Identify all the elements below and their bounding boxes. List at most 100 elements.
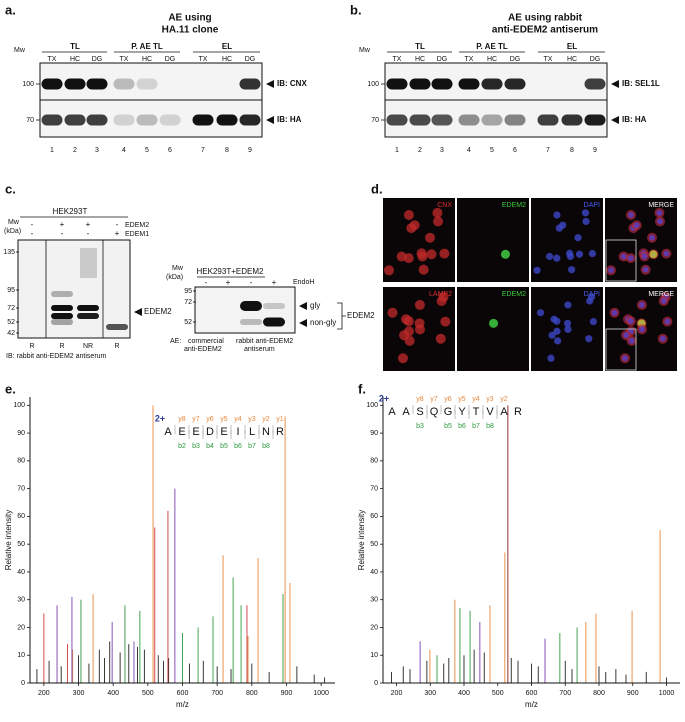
mw-marker: 52 [184,319,192,326]
nucleus [628,337,635,344]
mw-marker: 42 [7,330,15,337]
nucleus [581,209,590,217]
lane-number: 2 [418,147,422,154]
arrow [134,308,142,316]
treatment: EndoH [293,279,314,286]
sign: + [226,278,231,287]
band [263,303,285,309]
mw-marker: 95 [7,287,15,294]
y-tick-label: 10 [17,652,25,659]
nucleus [664,318,671,325]
residue: V [486,406,494,418]
band [458,114,480,126]
lane-number: 1 [395,147,399,154]
nucleus [575,250,584,258]
nucleus [633,222,640,229]
cell-signal [435,333,446,344]
nucleus [620,253,627,260]
band [584,78,606,90]
cell-signal [649,250,658,259]
sign: - [116,220,119,229]
sign: - [61,229,64,238]
channel-label: EDEM2 [502,291,526,298]
y-tick-label: 90 [370,430,378,437]
band [481,114,503,126]
lane-number: 3 [440,147,444,154]
inset [605,328,637,371]
arrow [266,116,274,124]
y-axis-label: Relative intensity [357,510,366,570]
nucleus [568,266,576,274]
lane-number: 8 [225,147,229,154]
nucleus [585,335,593,343]
mw-marker: 95 [184,288,192,295]
mw-label: Mw [14,47,26,54]
sign: + [115,229,120,238]
x-tick-label: 400 [458,690,470,697]
band [240,301,262,311]
x-tick-label: 800 [246,690,258,697]
b-ion: b7 [248,443,256,450]
arrow [266,80,274,88]
ib-label: IB: HA [622,115,647,124]
band [561,114,583,126]
residue: Y [458,406,466,418]
y-ion: y2 [500,396,508,403]
nucleus [533,266,541,274]
y-ion: y4 [234,416,242,423]
mw-label: Mw [172,265,184,272]
nucleus [627,211,634,218]
lane-number: 6 [513,147,517,154]
band [409,78,431,90]
nucleus [660,297,667,304]
x-axis-label: m/z [176,700,189,709]
cell-signal [439,248,450,259]
arrow [299,302,307,310]
antibody: antiserum [244,346,275,353]
cell-signal [433,216,444,227]
nucleus [649,234,656,241]
channel-label: LAMP2 [429,291,452,298]
nucleus [546,252,554,261]
lane-label: HC [70,56,80,63]
band [113,114,135,126]
residue: G [444,406,453,418]
cell-signal [425,232,436,243]
panel-title: AE using rabbit [508,13,583,24]
nucleus [574,234,582,242]
residue: N [262,426,270,438]
nucleus [553,317,561,325]
residue: A [402,406,410,418]
residue: T [473,406,480,418]
band [86,114,108,126]
sign: + [86,220,91,229]
y-tick-label: 0 [374,680,378,687]
residue: E [220,426,227,438]
channel-label: MERGE [648,202,674,209]
nucleus [627,318,634,325]
b-ion: b8 [262,443,270,450]
ib-label: IB: SEL1L [622,79,660,88]
lane-label: HC [415,56,425,63]
nucleus [641,253,648,260]
residue: R [514,406,522,418]
cell-signal [397,353,408,364]
residue: R [276,426,284,438]
y-tick-label: 0 [21,680,25,687]
lane-number: 5 [145,147,149,154]
y-tick-label: 10 [370,652,378,659]
group-label: P. AE TL [131,42,163,51]
mw-unit: (kDa) [4,228,21,235]
ib-label: IB: rabbit anti-EDEM2 antiserum [6,353,107,360]
residue: D [206,426,214,438]
smear [80,248,97,278]
lane-number: 1 [50,147,54,154]
band [216,114,238,126]
band [386,114,408,126]
mw-marker: 100 [367,81,379,88]
y-tick-label: 70 [17,485,25,492]
b-ion: b8 [486,423,494,430]
band [240,319,262,325]
cell-signal [432,207,443,218]
band [51,291,73,297]
